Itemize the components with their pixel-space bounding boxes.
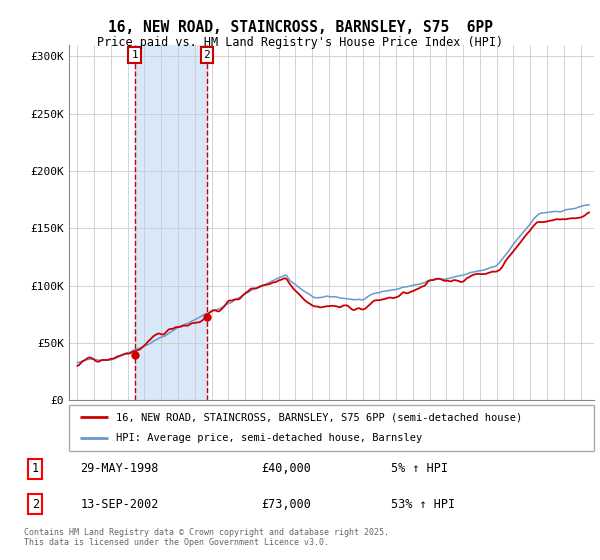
- Text: 29-MAY-1998: 29-MAY-1998: [80, 463, 159, 475]
- Text: HPI: Average price, semi-detached house, Barnsley: HPI: Average price, semi-detached house,…: [116, 433, 422, 444]
- Text: 1: 1: [32, 463, 39, 475]
- Text: Contains HM Land Registry data © Crown copyright and database right 2025.
This d: Contains HM Land Registry data © Crown c…: [24, 528, 389, 547]
- Text: £40,000: £40,000: [261, 463, 311, 475]
- Text: 1: 1: [131, 50, 138, 60]
- Text: 2: 2: [32, 497, 39, 511]
- Bar: [134, 45, 207, 400]
- Text: £73,000: £73,000: [261, 497, 311, 511]
- Text: 16, NEW ROAD, STAINCROSS, BARNSLEY, S75  6PP: 16, NEW ROAD, STAINCROSS, BARNSLEY, S75 …: [107, 20, 493, 35]
- Text: 53% ↑ HPI: 53% ↑ HPI: [391, 497, 455, 511]
- Text: 2: 2: [203, 50, 210, 60]
- Text: 13-SEP-2002: 13-SEP-2002: [80, 497, 159, 511]
- FancyBboxPatch shape: [69, 405, 594, 451]
- Text: 16, NEW ROAD, STAINCROSS, BARNSLEY, S75 6PP (semi-detached house): 16, NEW ROAD, STAINCROSS, BARNSLEY, S75 …: [116, 412, 523, 422]
- Text: Price paid vs. HM Land Registry's House Price Index (HPI): Price paid vs. HM Land Registry's House …: [97, 36, 503, 49]
- Text: 5% ↑ HPI: 5% ↑ HPI: [391, 463, 448, 475]
